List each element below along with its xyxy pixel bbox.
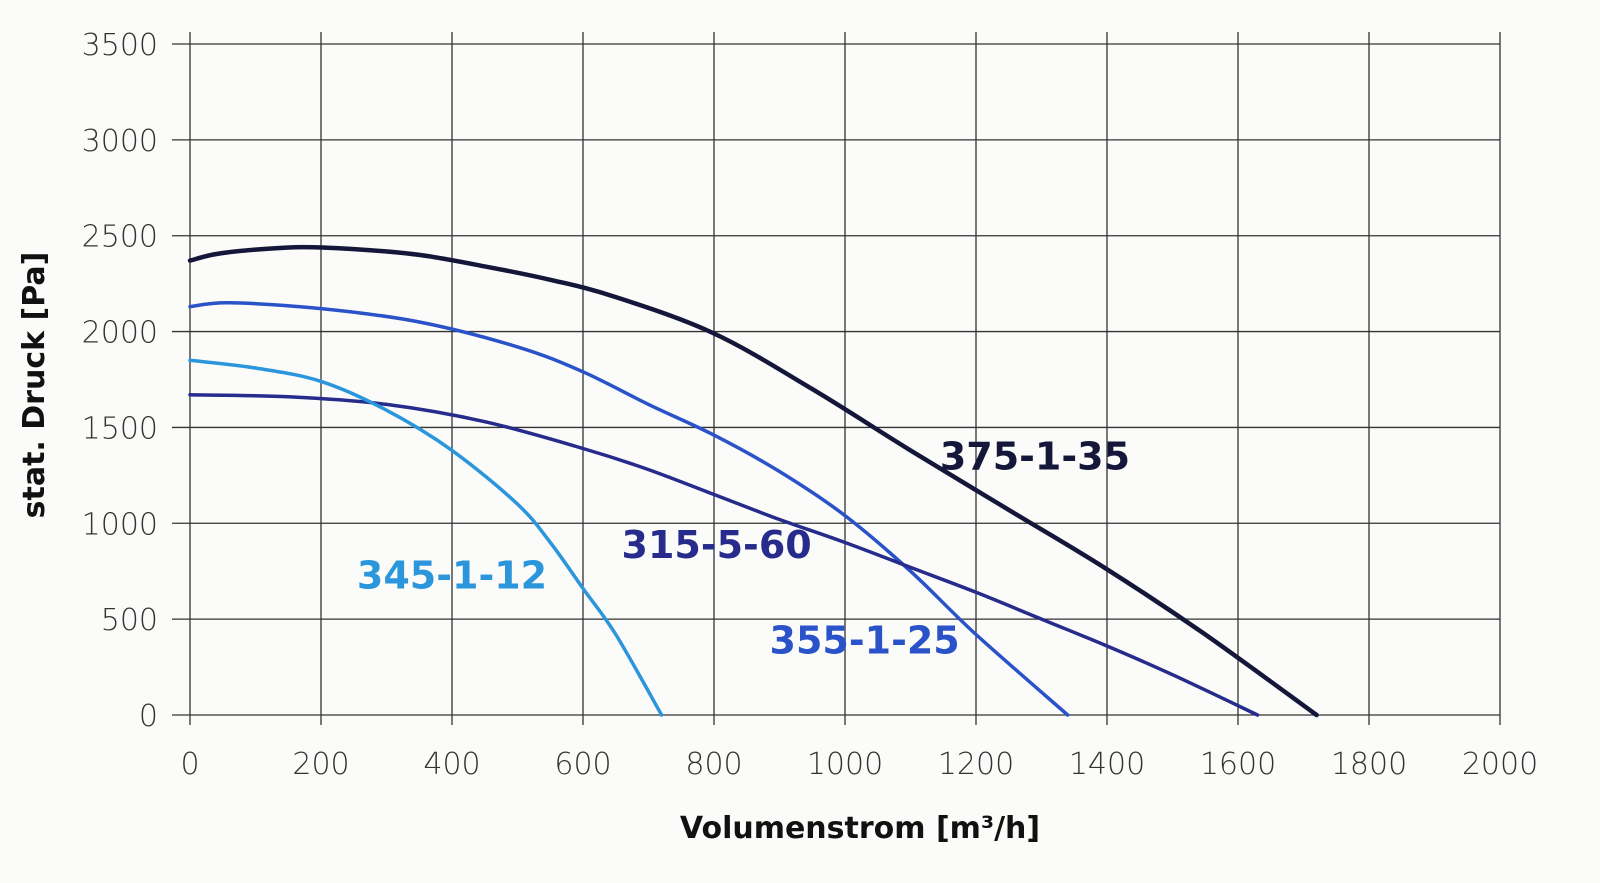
series-line-315-5-60 bbox=[188, 393, 1260, 717]
series-label-355-1-25: 355-1-25 bbox=[770, 619, 960, 663]
x-tick-label: 1800 bbox=[1331, 747, 1407, 782]
series-lines bbox=[187, 244, 1319, 718]
x-tick-label: 1600 bbox=[1200, 747, 1276, 782]
y-axis-ticks: 0 500 1000 1500 2000 2500 3000 3500 bbox=[82, 28, 158, 734]
x-tick-label: 1000 bbox=[807, 747, 883, 782]
x-tick-label: 400 bbox=[423, 747, 480, 782]
y-tick-label: 3000 bbox=[82, 124, 158, 159]
y-tick-label: 0 bbox=[139, 699, 158, 734]
y-tick-label: 2000 bbox=[82, 316, 158, 351]
x-tick-label: 1200 bbox=[938, 747, 1014, 782]
x-tick-label: 2000 bbox=[1462, 747, 1538, 782]
series-label-315-5-60: 315-5-60 bbox=[622, 523, 812, 567]
y-axis-title: stat. Druck [Pa] bbox=[17, 252, 52, 519]
x-axis-ticks: 0 200 400 600 800 1000 1200 1400 1600 1800 2000 bbox=[180, 747, 1538, 782]
y-tick-label: 500 bbox=[101, 603, 158, 638]
y-tick-label: 1500 bbox=[82, 411, 158, 446]
series-line-375-1-35 bbox=[187, 244, 1319, 718]
series-labels: 375-1-35 355-1-25 315-5-60 345-1-12 bbox=[357, 435, 1130, 663]
series-line-355-1-25 bbox=[188, 301, 1070, 717]
series-label-375-1-35: 375-1-35 bbox=[940, 435, 1130, 479]
x-tick-label: 1400 bbox=[1069, 747, 1145, 782]
x-tick-label: 800 bbox=[685, 747, 742, 782]
x-axis-title: Volumenstrom [m³/h] bbox=[680, 811, 1040, 846]
y-tick-label: 2500 bbox=[82, 220, 158, 255]
x-tick-label: 0 bbox=[180, 747, 199, 782]
series-label-345-1-12: 345-1-12 bbox=[357, 553, 547, 597]
y-tick-label: 1000 bbox=[82, 507, 158, 542]
grid bbox=[172, 32, 1501, 725]
x-tick-label: 600 bbox=[554, 747, 611, 782]
y-tick-label: 3500 bbox=[82, 28, 158, 63]
x-tick-label: 200 bbox=[292, 747, 349, 782]
series-line-345-1-12 bbox=[188, 358, 664, 717]
